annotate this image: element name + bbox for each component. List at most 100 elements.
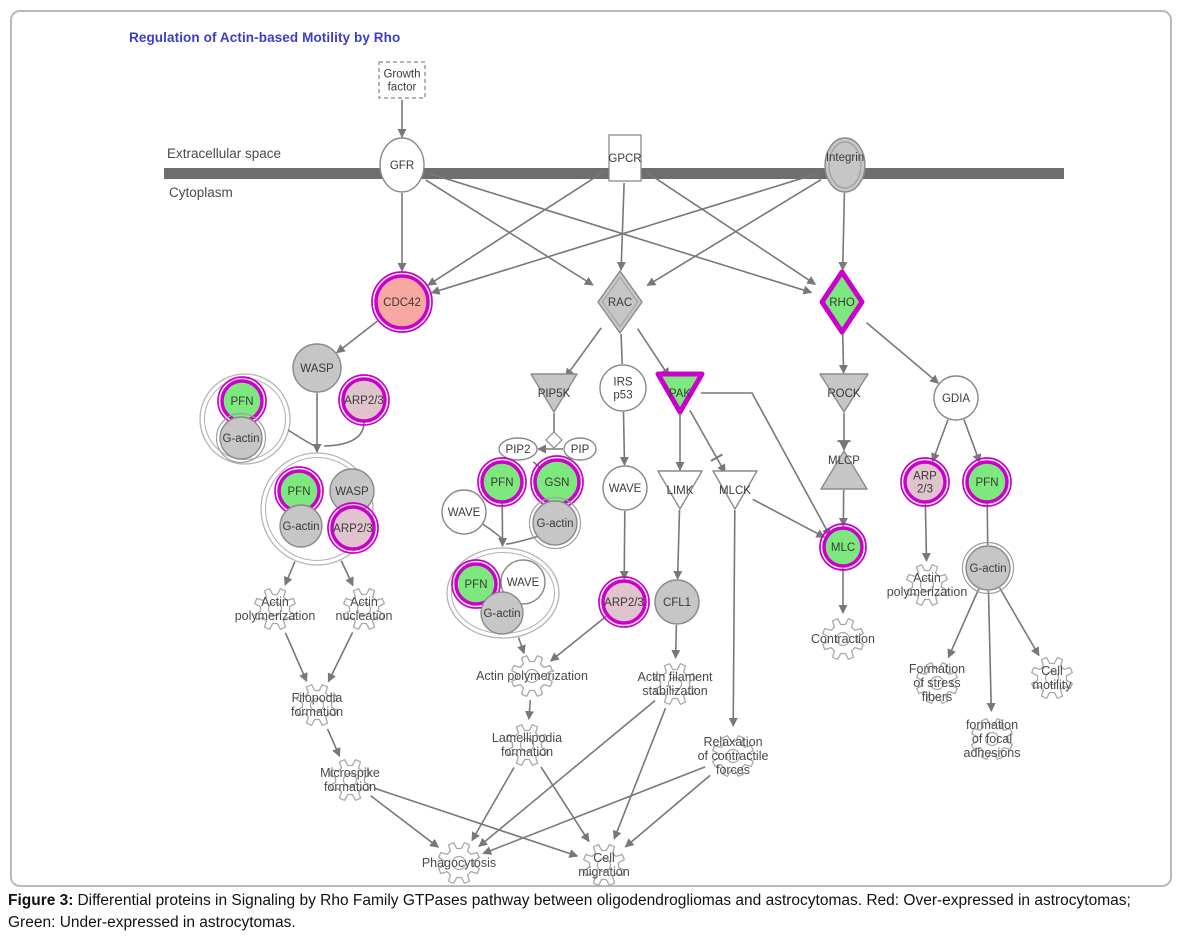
process-label-f12: Actin polymerization [887,571,968,599]
edge-f4-f10 [374,787,579,858]
node-label-wave2: WAVE [609,483,642,495]
node-integrin[interactable] [824,137,866,193]
node-arp3[interactable] [598,576,650,628]
edge-rho-gdia [865,321,940,384]
node-gfr[interactable] [379,137,425,193]
process-label-f3: Filopodia formation [291,691,343,719]
edge-f8-f10 [624,774,711,848]
node-pip5k[interactable] [530,373,578,413]
node-mlc[interactable] [819,523,867,571]
node-gactin4[interactable] [480,591,524,635]
edge-pak-mlck [689,410,726,474]
node-label-pfn4: PFN [465,579,488,591]
node-label-gactin5: G-actin [969,563,1006,575]
edge-arp3-f5 [549,615,607,662]
node-wave1[interactable] [441,489,487,535]
process-f11[interactable] [822,618,864,660]
process-label-f8: Relaxation of contractile forces [698,735,769,777]
node-gdia[interactable] [933,375,979,421]
node-pfn3[interactable] [477,457,527,507]
node-label-wasp2: WASP [335,486,369,498]
edge-rho-rock [838,333,848,374]
edge-path [505,535,540,545]
edge-f5-f7 [524,699,534,721]
edge-gactin5-f15 [986,590,996,712]
node-label-irsp53: IRS p53 [613,377,633,402]
edge-pfn5-gactin5 [986,502,989,546]
node-arp2[interactable] [327,502,379,554]
process-label-f14: Cell motility [1033,664,1073,692]
node-gactin1[interactable] [215,412,267,464]
node-arp1[interactable] [338,374,390,426]
node-label-gactin3: G-actin [536,518,573,530]
process-f5[interactable] [511,655,553,697]
node-gactin2[interactable] [279,504,323,548]
process-f9[interactable] [438,842,480,884]
process-f14[interactable] [1031,657,1073,699]
node-wasp1[interactable] [292,343,342,393]
process-f15[interactable] [971,718,1013,760]
edge-path [323,421,365,447]
edge-f6-f9 [478,699,656,848]
edge-path [287,429,316,447]
node-gpcr[interactable] [608,134,642,182]
process-f8[interactable] [712,735,754,777]
edge-f6-f10 [612,707,667,840]
node-gactin5[interactable] [961,541,1015,595]
edge-complex3-f5 [517,637,526,655]
node-rxn[interactable] [545,431,563,449]
node-mlck[interactable] [712,470,758,510]
process-label-f13: Formation of stress fibers [909,662,965,704]
process-f6[interactable] [654,663,696,705]
node-arp4[interactable] [900,457,950,507]
node-label-cfl1: CFL1 [663,597,691,609]
edge-rock-mlcp [837,413,851,451]
node-wave2[interactable] [602,465,648,511]
node-mlcp[interactable] [820,450,868,490]
edge-gdia-arp4 [931,419,949,463]
edge-integrin-rho [838,192,848,271]
process-f13[interactable] [916,662,958,704]
node-label-gactin1: G-actin [222,433,259,445]
node-gactin3[interactable] [528,496,582,550]
edge-f4-f9 [370,795,440,848]
node-pip[interactable] [563,437,597,461]
node-label-arp4: ARP 2/3 [913,471,937,496]
node-label-pip2: PIP2 [506,444,531,456]
node-limk[interactable] [657,470,703,510]
node-label-integrin: Integrin [826,152,864,164]
process-f3[interactable] [296,684,338,726]
node-cfl1[interactable] [654,579,700,625]
node-label-mlck: MLCK [719,485,751,497]
edge-layer [284,100,1040,858]
node-wave3[interactable] [500,559,546,605]
process-label-f4: Microspike formation [320,766,380,794]
process-f2[interactable] [343,588,385,630]
process-f7[interactable] [506,724,548,766]
node-cdc42[interactable] [371,271,433,333]
node-label-gactin2: G-actin [282,521,319,533]
node-growth_factor[interactable] [378,61,426,99]
process-label-f2: Actin nucleation [336,595,393,623]
node-pip2[interactable] [498,437,538,461]
edge-gpcr-rho [645,171,817,285]
node-rho[interactable] [819,269,865,335]
node-rock[interactable] [819,373,869,413]
node-pfn5[interactable] [962,457,1012,507]
process-f12[interactable] [906,564,948,606]
node-irsp53[interactable] [599,364,647,412]
node-pak[interactable] [655,371,705,415]
pathway-diagram: Growth factor GFR GPCR Integrin CDC42 RAC RHO WA… [164,61,1073,886]
node-pfn4[interactable] [451,559,501,609]
process-f4[interactable] [329,759,371,801]
edge-pip2-gsn [532,461,540,468]
node-rac[interactable] [597,270,643,334]
process-f1[interactable] [254,588,296,630]
edge-complex2-f1 [284,561,296,586]
process-f10[interactable] [583,844,625,886]
figure-caption: Figure 3: Differential proteins in Signal… [8,890,1172,935]
node-label-arp3: ARP2/3 [604,597,644,609]
edge-integrin-rac [646,178,822,287]
node-label-pfn2: PFN [288,486,311,498]
